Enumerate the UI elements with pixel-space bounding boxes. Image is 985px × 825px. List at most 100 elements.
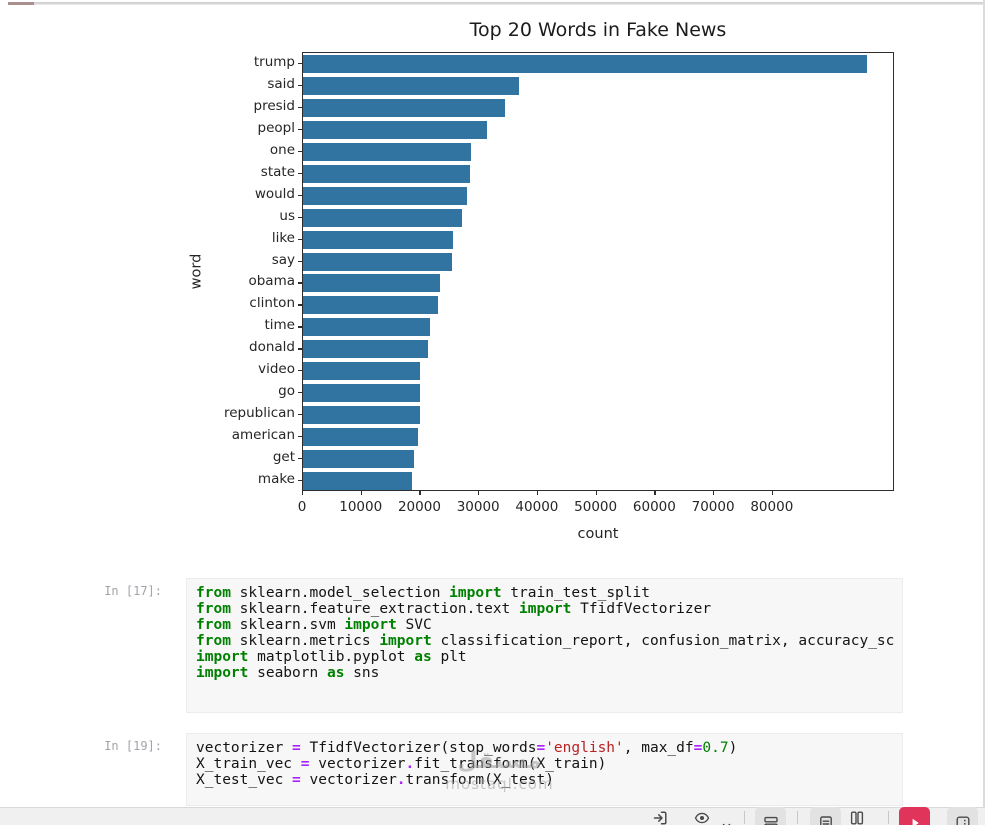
run-button[interactable] bbox=[899, 807, 930, 825]
panel-button[interactable] bbox=[947, 807, 978, 825]
toolbar-separator bbox=[888, 811, 889, 824]
code-token: = bbox=[292, 740, 301, 756]
ytick-mark bbox=[298, 304, 302, 306]
bar-american bbox=[303, 428, 418, 447]
code-token: as bbox=[326, 665, 345, 681]
ytick-mark bbox=[298, 326, 302, 328]
chart-title: Top 20 Words in Fake News bbox=[469, 19, 727, 41]
xtick-label: 10000 bbox=[339, 499, 383, 515]
ytick-label: us bbox=[279, 207, 295, 224]
ytick-label: one bbox=[269, 141, 295, 158]
bar-like bbox=[303, 230, 454, 249]
code-token: TfidfVectorizer bbox=[571, 601, 712, 617]
bar-peopl bbox=[303, 120, 488, 139]
ytick-mark bbox=[298, 436, 302, 438]
xtick-label: 20000 bbox=[397, 499, 441, 515]
code-token: , max_df bbox=[623, 740, 694, 756]
code-token: classification_report, confusion_matrix,… bbox=[431, 633, 895, 649]
xtick-label: 60000 bbox=[632, 499, 676, 515]
code-token: . bbox=[405, 756, 415, 772]
ytick-label: republican bbox=[223, 405, 295, 422]
code-editor[interactable]: from sklearn.model_selection import trai… bbox=[187, 579, 902, 712]
code-line: from sklearn.model_selection import trai… bbox=[196, 585, 898, 601]
code-line: from sklearn.metrics import classificati… bbox=[196, 633, 898, 649]
code-cell[interactable]: vectorizer = TfidfVectorizer(stop_words=… bbox=[186, 733, 903, 806]
code-token: ) bbox=[728, 740, 738, 756]
export-icon[interactable] bbox=[652, 810, 674, 825]
ytick-mark bbox=[298, 194, 302, 196]
code-token: = bbox=[292, 772, 301, 788]
code-editor[interactable]: vectorizer = TfidfVectorizer(stop_words=… bbox=[187, 734, 902, 805]
ytick-mark bbox=[298, 480, 302, 482]
code-token: sklearn.metrics bbox=[230, 633, 380, 649]
code-line: from sklearn.svm import SVC bbox=[196, 617, 898, 633]
code-line: from sklearn.feature_extraction.text imp… bbox=[196, 601, 898, 617]
code-token: = bbox=[300, 756, 310, 772]
bar-trump bbox=[303, 54, 867, 73]
code-token: vectorizer bbox=[309, 756, 406, 772]
code-token: = bbox=[536, 740, 546, 756]
plot-area bbox=[302, 52, 894, 491]
xtick-mark bbox=[419, 491, 421, 495]
code-line: vectorizer = TfidfVectorizer(stop_words=… bbox=[196, 740, 898, 756]
panel-icon bbox=[956, 816, 969, 825]
input-prompt: In [17]: bbox=[104, 584, 162, 598]
bar-obama bbox=[303, 274, 441, 293]
input-prompt: In [19]: bbox=[104, 739, 162, 753]
bar-said bbox=[303, 76, 520, 95]
code-token: matplotlib.pyplot bbox=[248, 649, 415, 665]
page-top-divider-accent bbox=[8, 2, 34, 5]
bar-clinton bbox=[303, 296, 439, 315]
code-token: . bbox=[396, 772, 406, 788]
code-token: from bbox=[196, 601, 231, 617]
code-token: 'english' bbox=[545, 740, 624, 756]
bar-donald bbox=[303, 340, 428, 359]
xtick-label: 80000 bbox=[750, 499, 794, 515]
code-token: TfidfVectorizer(stop_words bbox=[300, 740, 537, 756]
chevron-down-icon[interactable] bbox=[722, 817, 731, 825]
play-icon bbox=[912, 818, 919, 825]
ytick-label: state bbox=[260, 163, 295, 180]
xtick-mark bbox=[302, 491, 304, 495]
code-token: vectorizer bbox=[196, 740, 293, 756]
xtick-label: 30000 bbox=[456, 499, 500, 515]
bar-one bbox=[303, 142, 471, 161]
xtick-mark bbox=[360, 491, 362, 495]
ytick-label: american bbox=[231, 427, 295, 444]
xtick-label: 70000 bbox=[691, 499, 735, 515]
code-token: sklearn.feature_extraction.text bbox=[230, 601, 520, 617]
columns-icon[interactable] bbox=[849, 810, 871, 825]
toolbar-separator bbox=[797, 811, 798, 824]
ytick-label: donald bbox=[249, 339, 295, 356]
code-cell[interactable]: from sklearn.model_selection import trai… bbox=[186, 578, 903, 713]
code-token: SVC bbox=[396, 617, 432, 633]
ytick-label: peopl bbox=[257, 119, 295, 136]
ytick-label: obama bbox=[248, 273, 295, 290]
bar-state bbox=[303, 164, 470, 183]
code-line: import matplotlib.pyplot as plt bbox=[196, 649, 898, 665]
ytick-label: get bbox=[272, 449, 295, 466]
rows-icon bbox=[763, 816, 778, 825]
xtick-mark bbox=[771, 491, 774, 495]
code-token: 0.7 bbox=[702, 740, 729, 756]
code-token: sklearn.svm bbox=[230, 617, 345, 633]
xtick-mark bbox=[536, 491, 539, 495]
bar-video bbox=[303, 362, 421, 381]
ytick-label: say bbox=[271, 251, 295, 268]
code-token: from bbox=[196, 585, 231, 601]
bar-go bbox=[303, 384, 420, 403]
visibility-icon[interactable] bbox=[694, 810, 716, 825]
ytick-mark bbox=[298, 84, 302, 87]
split-rows-button[interactable] bbox=[755, 807, 786, 825]
ytick-mark bbox=[298, 216, 302, 218]
code-token: sns bbox=[344, 665, 380, 681]
code-token: = bbox=[693, 740, 703, 756]
bar-would bbox=[303, 186, 467, 205]
code-token: as bbox=[414, 649, 432, 665]
bar-us bbox=[303, 208, 462, 227]
code-token: from bbox=[196, 617, 231, 633]
bar-get bbox=[303, 450, 414, 469]
ytick-mark bbox=[298, 458, 302, 460]
ytick-label: clinton bbox=[249, 295, 295, 312]
notes-button[interactable] bbox=[810, 807, 841, 825]
